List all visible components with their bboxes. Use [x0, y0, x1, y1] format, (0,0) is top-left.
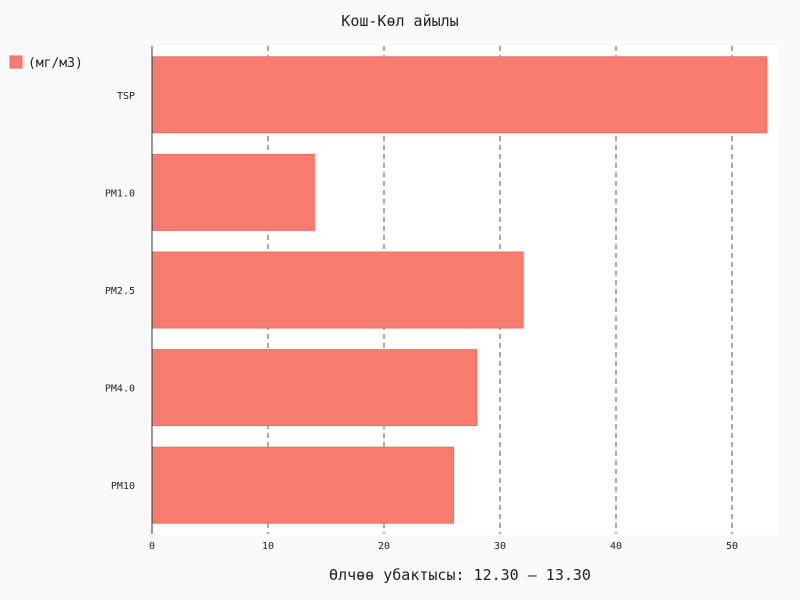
- bar-tsp: [151, 56, 768, 134]
- x-tick-label: 30: [494, 541, 506, 552]
- legend: (мг/м3): [9, 55, 83, 71]
- y-tick-label: PM2.5: [105, 286, 135, 297]
- bar-pm2-5: [151, 251, 524, 329]
- y-tick-label: PM4.0: [105, 384, 135, 395]
- x-tick-label: 0: [149, 541, 155, 552]
- legend-swatch: [9, 55, 23, 69]
- bar-pm4-0: [151, 349, 478, 427]
- legend-label: (мг/м3): [28, 56, 83, 71]
- x-tick-label: 10: [262, 541, 274, 552]
- x-tick-label: 20: [378, 541, 390, 552]
- y-tick-label: PM10: [111, 481, 135, 492]
- y-tick-label: TSP: [117, 91, 135, 102]
- bars: [151, 56, 768, 524]
- y-tick-labels: TSP PM1.0 PM2.5 PM4.0 PM10: [105, 91, 135, 492]
- x-tick-label: 40: [610, 541, 622, 552]
- x-tick-label: 50: [726, 541, 738, 552]
- bar-pm1-0: [151, 153, 315, 231]
- bar-pm10: [151, 446, 455, 524]
- y-tick-label: PM1.0: [105, 188, 135, 199]
- chart-title: Кош-Көл айылы: [341, 12, 458, 30]
- x-tick-labels: 0 10 20 30 40 50: [149, 541, 738, 552]
- x-axis-label: Өлчөө убактысы: 12.30 – 13.30: [329, 566, 591, 584]
